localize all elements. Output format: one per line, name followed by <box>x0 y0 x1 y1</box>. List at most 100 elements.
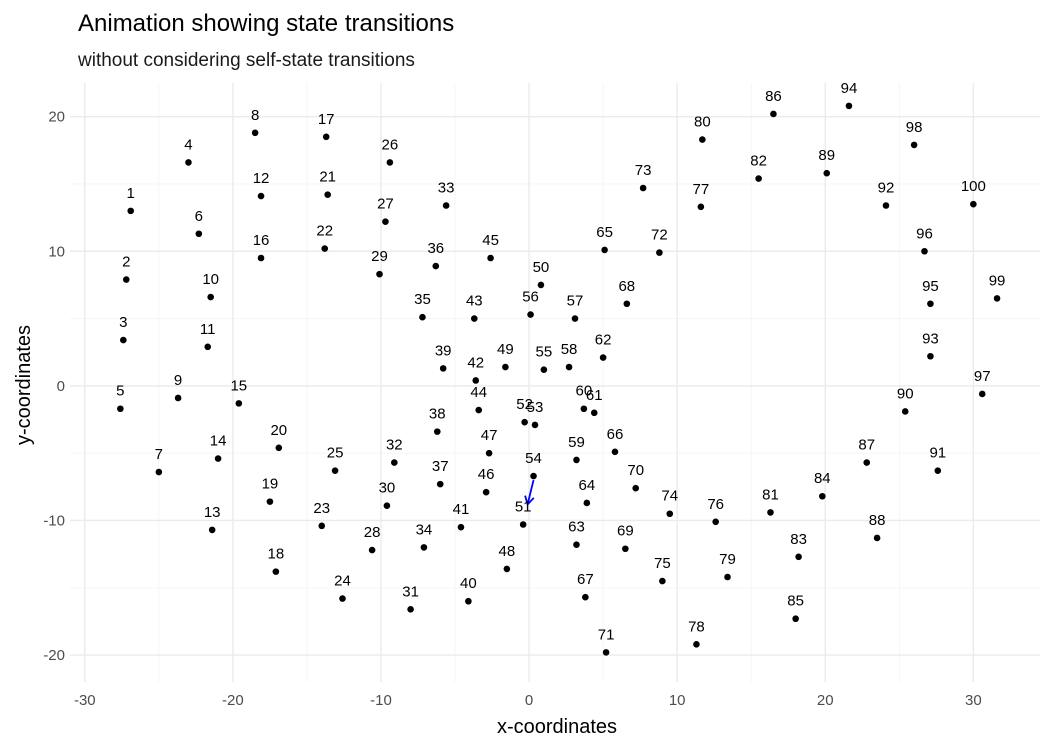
data-point-33 <box>442 202 450 209</box>
data-point-6 <box>195 230 203 238</box>
data-point-46 <box>482 488 490 496</box>
point-label-76: 76 <box>707 496 724 513</box>
point-label-83: 83 <box>790 531 807 548</box>
data-point-87 <box>863 459 871 466</box>
chart-subtitle: without considering self-state transitio… <box>77 50 415 71</box>
point-label-49: 49 <box>497 341 514 358</box>
data-point-29 <box>376 270 383 278</box>
point-label-93: 93 <box>922 330 939 347</box>
data-point-67 <box>582 593 589 601</box>
data-point-32 <box>391 459 398 466</box>
data-point-85 <box>792 615 799 623</box>
point-label-74: 74 <box>661 488 678 505</box>
data-point-23 <box>318 522 326 530</box>
point-label-63: 63 <box>568 519 585 536</box>
data-point-43 <box>470 315 478 322</box>
point-label-20: 20 <box>270 422 287 439</box>
y-tick-label: 20 <box>48 109 65 126</box>
data-point-71 <box>602 649 610 656</box>
data-point-82 <box>755 175 762 182</box>
chart-title: Animation showing state transitions <box>78 10 454 37</box>
point-label-32: 32 <box>386 437 403 454</box>
point-label-60: 60 <box>576 383 593 400</box>
data-point-31 <box>407 606 414 613</box>
point-label-88: 88 <box>869 512 886 529</box>
data-point-22 <box>321 245 329 252</box>
point-label-34: 34 <box>416 521 433 538</box>
data-point-95 <box>927 300 934 308</box>
point-label-72: 72 <box>651 227 668 244</box>
point-label-5: 5 <box>116 383 124 400</box>
point-label-31: 31 <box>402 583 419 600</box>
data-point-100 <box>970 200 977 208</box>
point-label-61: 61 <box>586 387 603 404</box>
point-label-78: 78 <box>688 618 705 635</box>
point-label-13: 13 <box>204 504 221 521</box>
data-point-76 <box>712 518 719 526</box>
point-label-51: 51 <box>515 499 532 516</box>
point-label-45: 45 <box>482 232 499 249</box>
data-point-11 <box>204 343 212 351</box>
data-point-37 <box>436 480 444 488</box>
data-point-1 <box>127 207 135 215</box>
data-point-30 <box>383 502 391 509</box>
data-point-74 <box>666 510 674 518</box>
data-point-86 <box>770 110 777 118</box>
transition-arrow-shaft <box>526 479 535 505</box>
point-label-40: 40 <box>460 575 477 592</box>
data-point-50 <box>537 281 545 289</box>
point-label-55: 55 <box>536 344 553 361</box>
data-point-35 <box>419 313 426 321</box>
point-label-8: 8 <box>251 107 259 124</box>
point-label-71: 71 <box>598 626 615 643</box>
point-label-41: 41 <box>453 501 470 518</box>
data-point-65 <box>601 246 608 254</box>
point-label-14: 14 <box>210 433 227 450</box>
point-label-21: 21 <box>319 169 336 186</box>
point-label-6: 6 <box>195 208 203 225</box>
data-point-63 <box>573 541 580 549</box>
point-label-4: 4 <box>184 136 192 153</box>
point-label-1: 1 <box>127 185 135 202</box>
data-point-84 <box>819 492 826 500</box>
data-point-2 <box>122 276 130 283</box>
point-label-89: 89 <box>818 147 835 164</box>
data-point-57 <box>571 315 579 322</box>
data-point-3 <box>120 336 127 344</box>
data-point-4 <box>185 159 192 166</box>
data-point-21 <box>324 191 331 199</box>
data-point-38 <box>433 428 441 435</box>
data-point-44 <box>475 406 483 414</box>
point-label-87: 87 <box>858 437 875 454</box>
data-point-99 <box>993 295 1001 302</box>
point-label-44: 44 <box>470 384 487 401</box>
data-point-73 <box>639 184 647 192</box>
y-tick-label: 0 <box>57 378 65 395</box>
point-label-56: 56 <box>522 289 539 306</box>
point-label-82: 82 <box>750 153 767 170</box>
data-point-25 <box>331 467 339 474</box>
data-point-53 <box>531 421 539 429</box>
data-point-89 <box>823 169 831 177</box>
point-label-10: 10 <box>202 271 219 288</box>
transition-arrow-layer <box>524 479 535 507</box>
point-label-36: 36 <box>427 240 444 257</box>
data-point-42 <box>472 377 480 384</box>
data-point-12 <box>257 192 265 200</box>
point-label-91: 91 <box>929 445 946 462</box>
data-point-28 <box>368 546 376 554</box>
x-tick-label: -30 <box>74 692 96 709</box>
point-label-33: 33 <box>438 179 455 196</box>
data-point-96 <box>921 247 928 255</box>
point-label-67: 67 <box>577 571 594 588</box>
data-point-34 <box>420 544 428 551</box>
data-point-79 <box>724 573 731 581</box>
data-point-40 <box>465 597 472 605</box>
x-axis-ticks: -30 -20 -10 0 10 20 30 <box>74 692 982 709</box>
point-label-52: 52 <box>516 396 533 413</box>
point-label-69: 69 <box>617 523 634 540</box>
x-tick-label: 20 <box>817 692 834 709</box>
point-label-48: 48 <box>499 543 516 560</box>
point-label-90: 90 <box>897 385 914 402</box>
